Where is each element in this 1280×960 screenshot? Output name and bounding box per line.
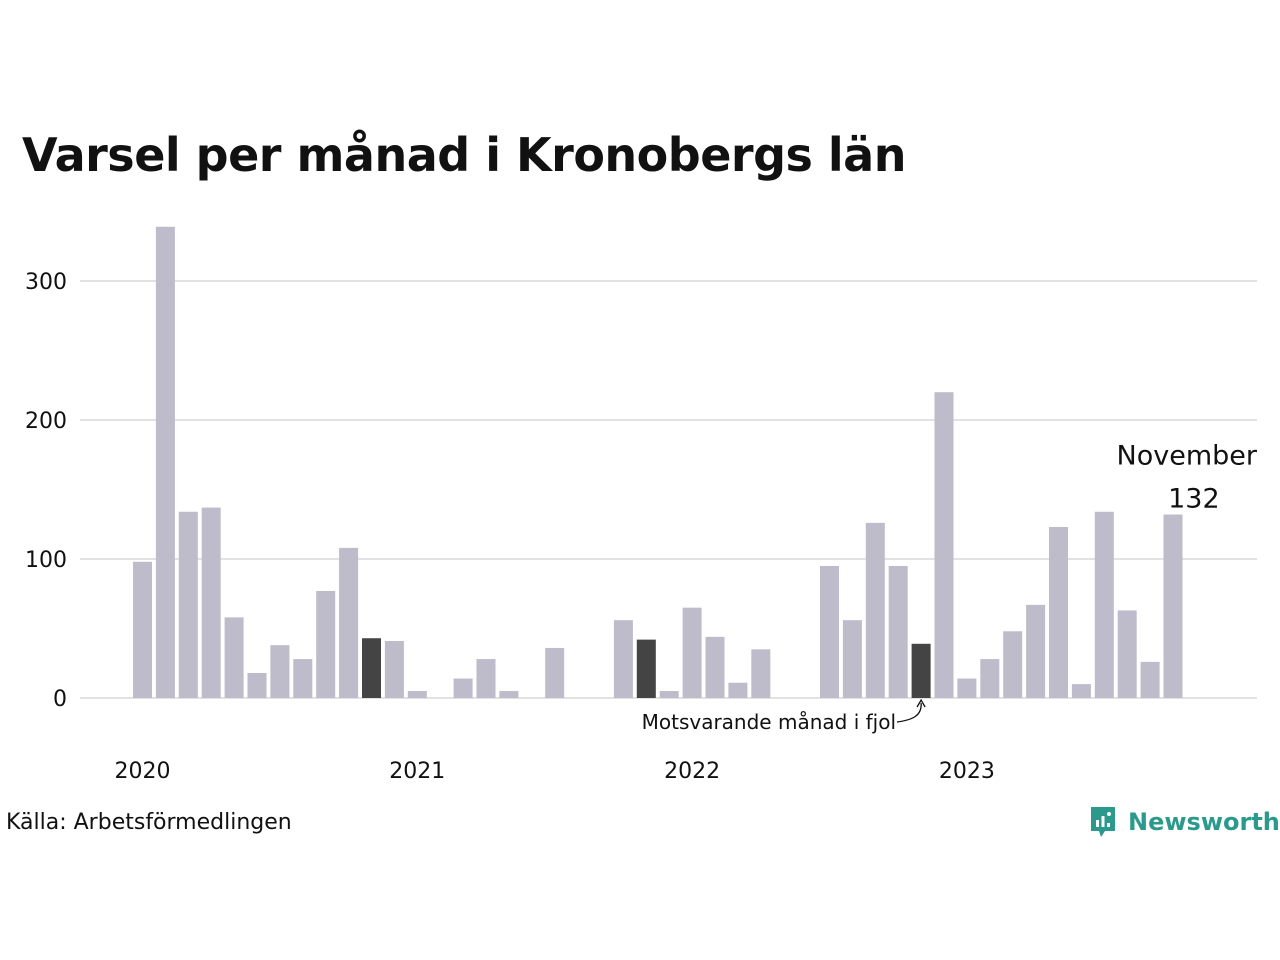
bar: [384, 641, 404, 698]
source-note: Källa: Arbetsförmedlingen: [6, 810, 292, 835]
bar: [865, 522, 885, 698]
bar: [705, 636, 725, 698]
bar: [1163, 514, 1183, 698]
annotations: November 132 Motsvarande månad i fjol: [642, 441, 1258, 734]
bar: [476, 659, 496, 698]
bar: [659, 691, 679, 698]
y-tick-label: 0: [53, 687, 67, 712]
y-tick-label: 300: [25, 270, 67, 295]
x-axis: 2020 2021 2022 2023: [115, 759, 995, 784]
bar: [339, 547, 359, 698]
annotation-arrowhead: [916, 698, 926, 708]
bar-same-month-last-year: [911, 643, 931, 698]
bar: [842, 620, 862, 698]
bar: [293, 659, 313, 698]
annotation-label: Motsvarande månad i fjol: [642, 710, 896, 734]
bar: [224, 617, 244, 698]
bar: [178, 511, 198, 698]
bar: [407, 691, 427, 698]
bar: [1003, 631, 1023, 698]
x-tick-label: 2021: [389, 759, 445, 784]
chart-title: Varsel per månad i Kronobergs län: [22, 128, 906, 182]
bar: [888, 565, 908, 698]
bar-same-month-last-year: [636, 639, 656, 698]
bar: [1049, 527, 1068, 698]
bar: [682, 607, 702, 698]
bar: [728, 682, 748, 698]
bar: [201, 507, 221, 698]
bar: [133, 561, 152, 698]
x-tick-label: 2020: [115, 759, 171, 784]
current-value-label: 132: [1168, 484, 1220, 515]
gridlines: [80, 280, 1257, 699]
x-tick-label: 2023: [939, 759, 995, 784]
bar: [270, 645, 290, 698]
bar: [957, 678, 977, 698]
brand-name: Newsworthy: [1128, 808, 1280, 836]
bar: [934, 392, 954, 698]
bar: [155, 226, 175, 699]
bar: [247, 672, 267, 698]
y-tick-label: 200: [25, 409, 67, 434]
bar-same-month-last-year: [362, 638, 381, 698]
x-tick-label: 2022: [664, 759, 720, 784]
bar: [1094, 511, 1114, 698]
y-axis: 0 100 200 300: [25, 270, 67, 712]
bar: [980, 659, 1000, 698]
bar: [545, 647, 565, 698]
annotation-arrow: [896, 702, 922, 723]
bar: [751, 649, 771, 698]
current-month-label: November: [1117, 441, 1258, 472]
y-tick-label: 100: [25, 548, 67, 573]
newsworthy-logo-icon: [1091, 807, 1115, 837]
brand-logo[interactable]: Newsworthy: [1088, 804, 1280, 840]
bar: [499, 691, 519, 698]
bar: [613, 620, 633, 698]
bar: [820, 565, 839, 698]
bar: [453, 678, 473, 698]
bars: [133, 226, 1183, 699]
bar: [1117, 610, 1137, 698]
bar: [1140, 661, 1160, 698]
bar: [316, 590, 336, 698]
bar: [1026, 604, 1046, 698]
bar: [1071, 684, 1091, 698]
